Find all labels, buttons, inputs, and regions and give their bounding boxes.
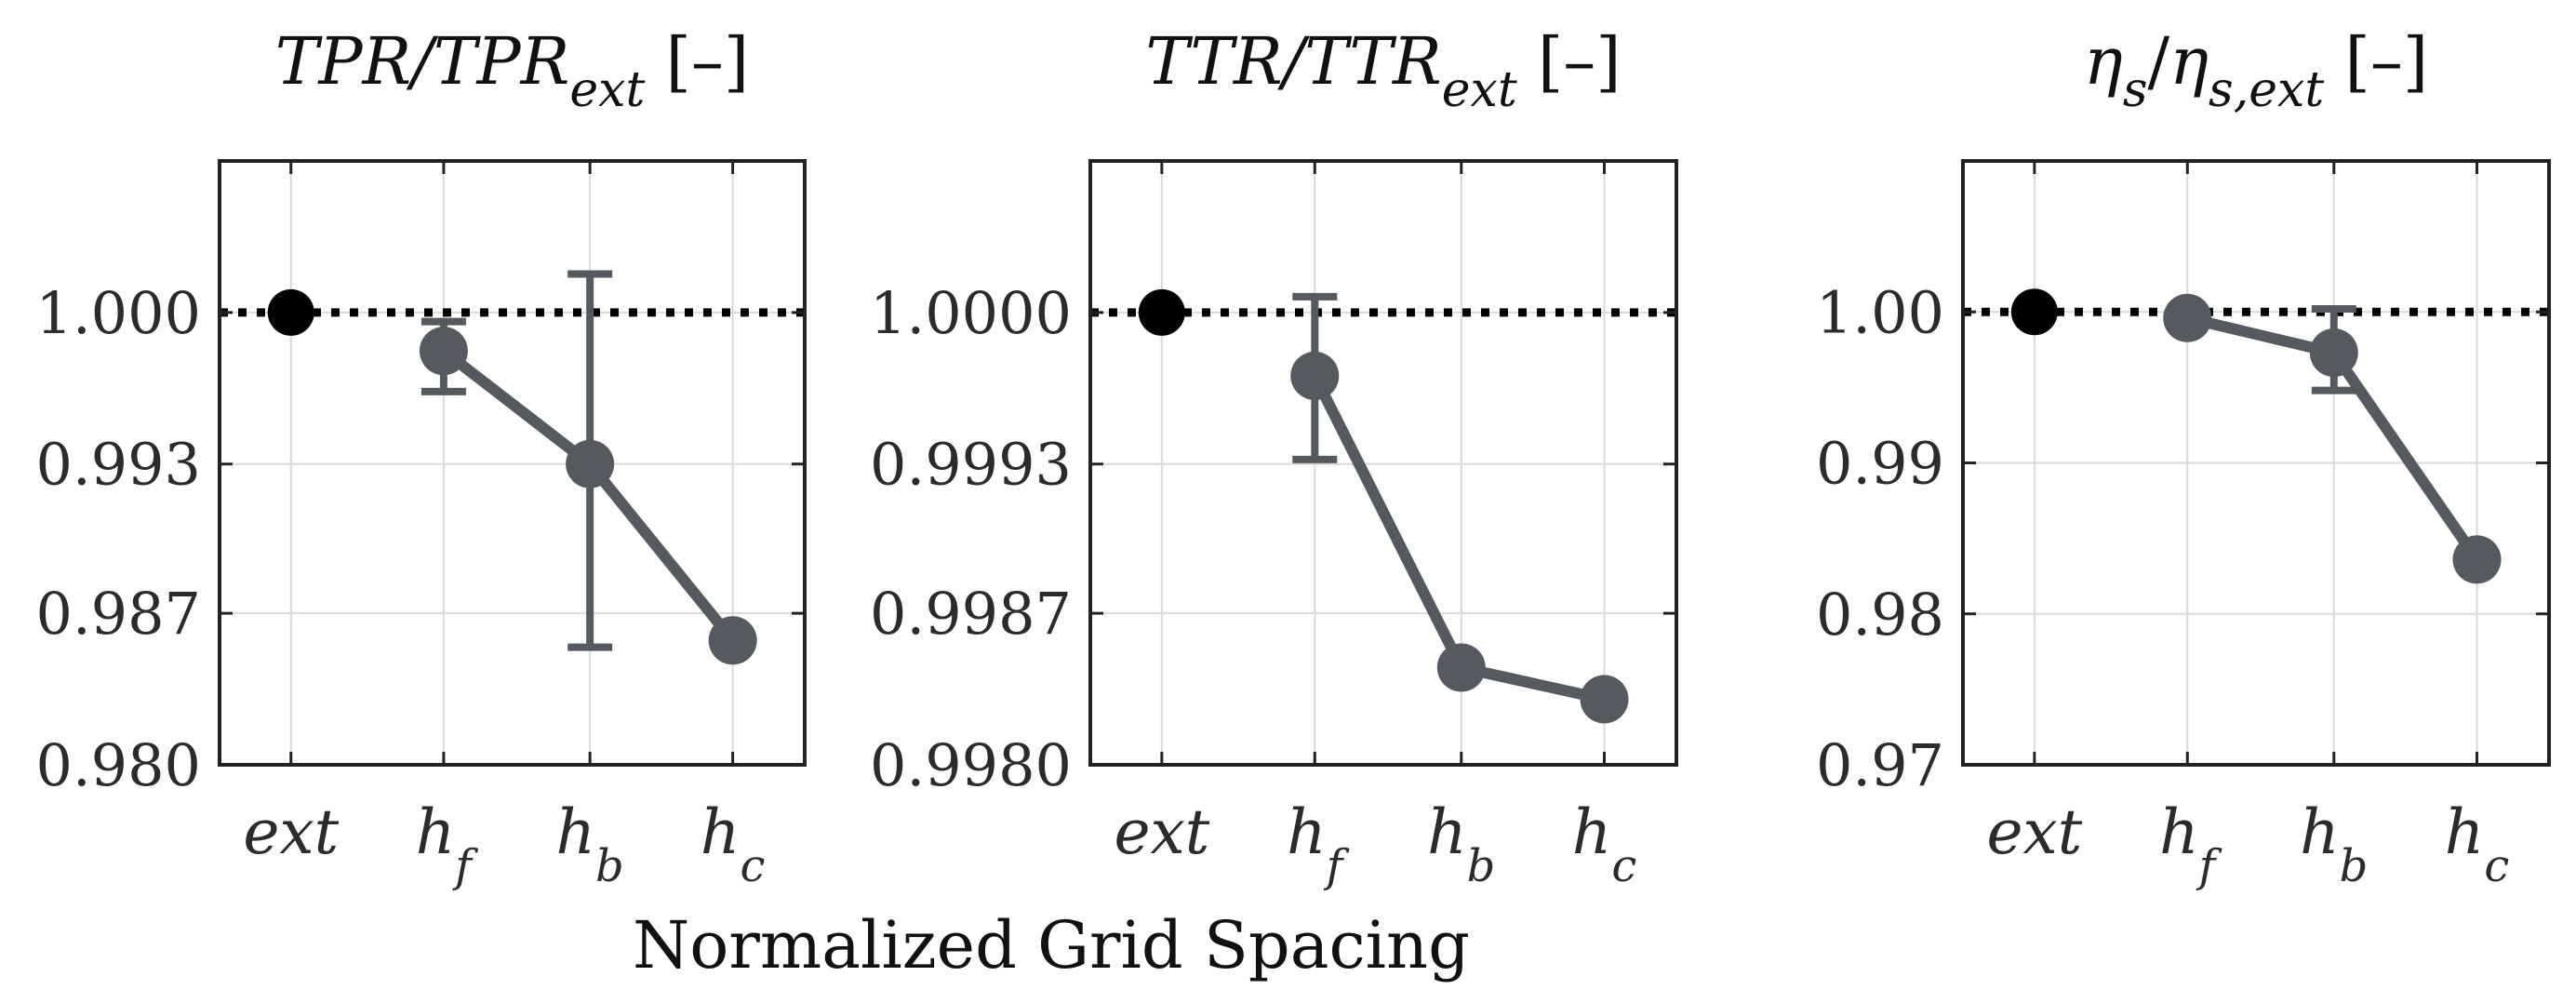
x-tick-label: hc: [701, 796, 765, 892]
x-tick-label: hb: [556, 796, 624, 892]
x-tick-label: hf: [2159, 796, 2222, 892]
x-tick-label: hc: [1572, 796, 1636, 892]
y-tick-label: 0.9987: [870, 580, 1072, 648]
data-point: [2309, 328, 2358, 378]
data-point: [566, 439, 615, 488]
y-tick-label: 0.99: [1816, 430, 1944, 498]
y-tick-label: 0.993: [36, 431, 202, 499]
chart-title: ηs/ηs,ext [–]: [2084, 23, 2428, 118]
chart-panel-1: 0.980 0.987 0.993 1.000 ext hf hb hc TPR/TPRext …: [36, 23, 807, 892]
x-tick-label: hf: [416, 796, 479, 892]
chart-panel-2: 0.9980 0.9987 0.9993 1.0000 ext hf hb hc TTR/TTR…: [870, 23, 1678, 892]
x-tick-label: hb: [2300, 796, 2368, 892]
plot-frame: [1088, 159, 1678, 767]
chart-panel-3: 0.97 0.98 0.99 1.00 ext hf hb hc ηs/ηs,ext [–]: [1816, 23, 2551, 892]
x-axis-label: Normalized Grid Spacing: [633, 907, 1470, 983]
chart-title: TPR/TPRext [–]: [275, 23, 749, 118]
y-tick-label: 0.9980: [870, 731, 1072, 799]
data-point: [1290, 351, 1340, 400]
x-tick-label: hb: [1427, 796, 1495, 892]
y-tick-label: 0.97: [1816, 731, 1944, 799]
data-point: [419, 327, 468, 376]
y-tick-label: 0.98: [1816, 581, 1944, 649]
y-tick-label: 1.00: [1816, 278, 1944, 346]
data-point: [1436, 643, 1486, 692]
data-point: [708, 616, 757, 665]
data-point: [2452, 535, 2502, 584]
y-tick-label: 1.0000: [870, 279, 1072, 347]
y-tick-label: 0.987: [36, 580, 202, 648]
x-tick-label: hf: [1287, 796, 1350, 892]
chart-title: TTR/TTRext [–]: [1145, 23, 1621, 118]
reference-point: [267, 288, 314, 336]
y-tick-label: 0.980: [36, 731, 202, 799]
x-tick-label: ext: [243, 796, 339, 868]
y-tick-label: 0.9993: [870, 431, 1072, 499]
data-point: [2163, 293, 2212, 342]
x-tick-label: ext: [1114, 796, 1209, 868]
reference-point: [1138, 288, 1185, 336]
plot-frame: [218, 159, 807, 767]
data-point: [1580, 675, 1629, 724]
x-tick-label: ext: [1986, 796, 2082, 868]
y-tick-label: 1.000: [36, 279, 202, 347]
x-tick-label: hc: [2445, 796, 2509, 892]
reference-point: [2010, 288, 2058, 336]
